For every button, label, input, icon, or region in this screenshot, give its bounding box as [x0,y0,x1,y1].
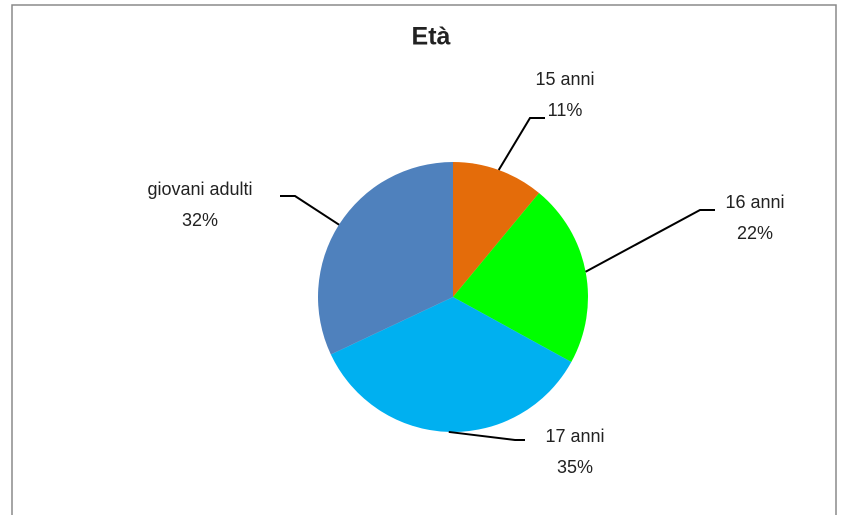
pie-slice [453,162,540,297]
pie-slice [330,297,572,432]
leader-line [280,195,340,226]
category-label: giovani adulti [147,179,252,199]
pie-slice [453,192,588,363]
leader-line [497,117,545,171]
value-label: 32% [182,210,218,230]
leader-line [585,209,715,273]
category-label: 16 anni [725,192,784,212]
value-label: 11% [548,100,583,120]
category-label: 15 anni [535,69,594,89]
value-label: 22% [737,223,773,243]
value-label: 35% [557,457,593,477]
category-label: 17 anni [545,426,604,446]
pie-slice [318,162,453,355]
chart-title: Età [412,23,451,51]
leader-line [448,430,525,441]
